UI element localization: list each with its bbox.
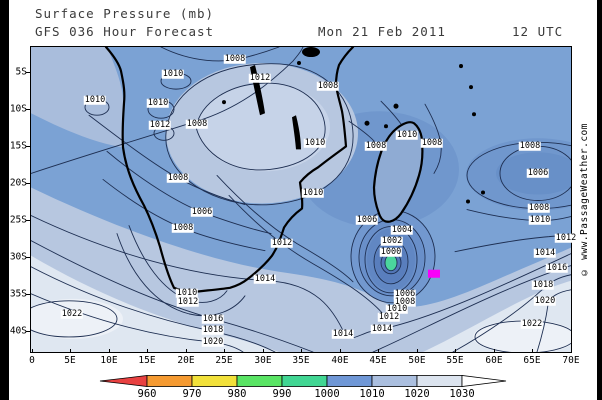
- lat-axis-label: 20S: [9, 177, 27, 189]
- lake-malawi: [292, 115, 301, 150]
- lon-axis-label: 40E: [331, 355, 349, 366]
- colorbar-tick-label: 990: [272, 388, 292, 400]
- colorbar-segment: [326, 375, 373, 387]
- right-black-border: [597, 0, 602, 400]
- lon-axis-label: 60E: [485, 355, 503, 366]
- lat-axis-label: 30S: [9, 251, 27, 263]
- watermark-box: © www.PassageWeather.com: [576, 48, 593, 352]
- lat-axis-label: 5S: [15, 66, 27, 78]
- pressure-colorbar: [99, 375, 507, 387]
- lat-axis-label: 35S: [9, 288, 27, 300]
- lon-axis-label: 35E: [292, 355, 310, 366]
- colorbar-tick-label: 1000: [314, 388, 340, 400]
- lon-axis-label: 10E: [100, 355, 118, 366]
- forecast-time: 12 UTC: [512, 24, 564, 39]
- colorbar-segment: [281, 375, 328, 387]
- forecast-label: GFS 036 Hour Forecast: [35, 24, 215, 39]
- lon-axis-label: 50E: [408, 355, 426, 366]
- map-frame: [30, 46, 572, 353]
- colorbar-tick-label: 1030: [449, 388, 475, 400]
- lat-axis-label: 40S: [9, 325, 27, 337]
- colorbar-segment: [371, 375, 418, 387]
- forecast-date: Mon 21 Feb 2011: [318, 24, 446, 39]
- lon-axis-label: 20E: [177, 355, 195, 366]
- lon-axis-label: 70E: [562, 355, 580, 366]
- africa-coastline: [104, 47, 355, 294]
- left-black-border: [0, 0, 9, 400]
- cyclone-core: [384, 254, 398, 272]
- colorbar-segment: [416, 375, 463, 387]
- colorbar-segment: [146, 375, 193, 387]
- lon-axis-label: 15E: [138, 355, 156, 366]
- lon-axis-label: 55E: [446, 355, 464, 366]
- colorbar-tick-label: 1010: [359, 388, 385, 400]
- lon-axis-label: 25E: [215, 355, 233, 366]
- lon-axis-label: 30E: [254, 355, 272, 366]
- colorbar-tick-label: 960: [137, 388, 157, 400]
- mauritius-dot: [481, 190, 485, 195]
- storm-position-marker: [428, 269, 440, 278]
- lon-axis-label: 65E: [523, 355, 541, 366]
- lake-victoria: [302, 47, 320, 58]
- colorbar-tick-label: 1020: [404, 388, 430, 400]
- colorbar-tick-label: 970: [182, 388, 202, 400]
- colorbar-segment: [236, 375, 283, 387]
- colorbar-segment: [191, 375, 238, 387]
- lat-axis-label: 25S: [9, 214, 27, 226]
- pressure-map-svg: [31, 47, 571, 352]
- lon-axis-label: 45E: [369, 355, 387, 366]
- reunion-dot: [466, 199, 470, 204]
- watermark-text: © www.PassageWeather.com: [579, 122, 590, 278]
- comoros-dot: [364, 120, 370, 126]
- lon-axis-label: 5E: [64, 355, 76, 366]
- colorbar-tick-label: 980: [227, 388, 247, 400]
- lat-axis-label: 10S: [9, 103, 27, 115]
- lat-axis-label: 15S: [9, 140, 27, 152]
- lon-axis-label: 0: [29, 355, 35, 366]
- map-title: Surface Pressure (mb): [35, 6, 215, 21]
- island-dot: [459, 64, 463, 69]
- colorbar-right-arrow: [461, 375, 507, 387]
- colorbar-left-arrow: [99, 375, 148, 387]
